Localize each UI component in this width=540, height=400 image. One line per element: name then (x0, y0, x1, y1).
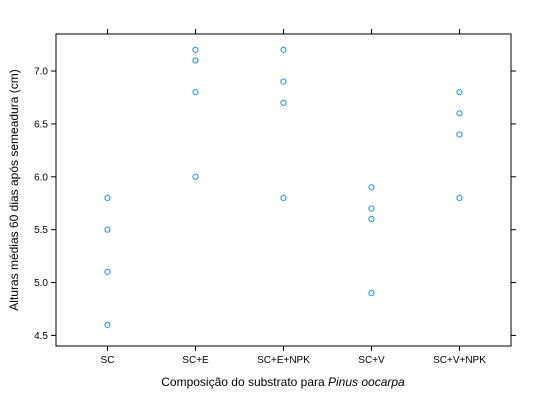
data-point (192, 89, 199, 96)
data-point (280, 194, 287, 202)
data-point (456, 131, 463, 138)
data-point (368, 205, 375, 212)
y-tick-label: 5.0 (34, 278, 48, 289)
data-point (192, 173, 199, 180)
y-tick-label: 6.5 (34, 119, 48, 130)
y-tick-label: 5.5 (34, 225, 48, 236)
y-axis-ticks: 4.5 5.0 5.5 6.0 6.5 7.0 (34, 67, 516, 342)
x-axis-title-prefix: Composição do substrato para (161, 375, 328, 389)
x-axis-title: Composição do substrato para Pinus oocar… (161, 375, 405, 389)
x-axis-title-species: Pinus oocarpa (328, 375, 405, 389)
x-tick-label: SC+E+NPK (257, 355, 310, 366)
data-point (192, 57, 199, 64)
data-point (456, 89, 463, 96)
data-point (456, 110, 463, 117)
data-points (104, 46, 463, 328)
y-tick-label: 6.0 (34, 172, 48, 183)
data-point (280, 46, 287, 53)
x-axis-ticks: SC SC+E SC+E+NPK SC+V SC+V+NPK (101, 29, 486, 366)
data-point (104, 226, 111, 233)
data-point (104, 321, 111, 328)
data-point (280, 99, 287, 106)
x-tick-label: SC+V+NPK (433, 355, 486, 366)
data-point (368, 184, 375, 191)
x-tick-label: SC+E (182, 355, 209, 366)
y-tick-label: 4.5 (34, 331, 48, 342)
plot-panel (55, 33, 512, 347)
y-axis-title: Alturas médias 60 dias após semeadura (c… (7, 69, 21, 310)
data-point (104, 268, 111, 276)
data-point (456, 194, 463, 202)
data-point (368, 215, 375, 223)
data-point (280, 78, 287, 85)
data-point (104, 194, 111, 202)
x-tick-label: SC (101, 355, 115, 366)
y-tick-label: 7.0 (34, 67, 48, 78)
data-point (368, 290, 375, 297)
x-tick-label: SC+V (358, 355, 385, 366)
data-point (192, 46, 199, 53)
